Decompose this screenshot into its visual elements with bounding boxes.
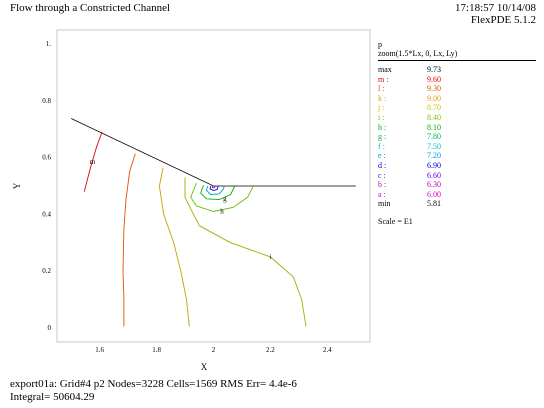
y-tick-label: 0.2 bbox=[42, 267, 51, 275]
legend-row: j : 8.70 bbox=[378, 103, 538, 113]
legend-row: f : 7.50 bbox=[378, 142, 538, 152]
legend-value: 9.30 bbox=[427, 84, 441, 94]
legend-value: 9.00 bbox=[427, 93, 441, 103]
x-axis-ticks: 1.6 1.8 2 2.2 2.4 bbox=[95, 346, 332, 354]
contour-line-i bbox=[184, 177, 307, 327]
time-date: 17:18:57 10/14/08 bbox=[455, 2, 536, 14]
contour-line-a bbox=[211, 185, 216, 189]
legend-key: max bbox=[378, 65, 392, 74]
legend-row: m : 9.60 bbox=[378, 75, 538, 85]
chart-title: Flow through a Constricted Channel bbox=[10, 2, 171, 14]
contour-lines: m i hg bbox=[83, 131, 307, 327]
legend-value: 8.70 bbox=[427, 103, 441, 113]
legend-key: j : bbox=[378, 103, 385, 113]
legend-value: 7.50 bbox=[427, 141, 441, 151]
legend-key: b : bbox=[378, 180, 387, 190]
legend-key: m : bbox=[378, 74, 389, 84]
legend-divider bbox=[378, 60, 536, 61]
y-tick-label: 0 bbox=[48, 324, 52, 332]
legend-row: g : 7.80 bbox=[378, 132, 538, 142]
legend-value: 7.80 bbox=[427, 132, 441, 142]
legend-row: c : 6.60 bbox=[378, 171, 538, 181]
legend-rows: max 9.73 m : 9.60 l : 9.30 k : 9.00 j : 8.70 i : 8.… bbox=[378, 65, 538, 209]
legend-key: l : bbox=[378, 84, 385, 94]
legend: p zoom(1.5*Lx, 0, Lx, Ly) max 9.73 m : 9.60… bbox=[378, 40, 538, 226]
legend-key: e : bbox=[378, 151, 386, 161]
legend-row: i : 8.40 bbox=[378, 113, 538, 123]
legend-value: 6.60 bbox=[427, 170, 441, 180]
footer-integral: Integral= 50604.29 bbox=[10, 391, 95, 403]
contour-label-g: g bbox=[223, 195, 227, 203]
legend-row: e : 7.20 bbox=[378, 151, 538, 161]
legend-row: h : 8.10 bbox=[378, 123, 538, 133]
y-tick-label: 0.6 bbox=[42, 154, 51, 162]
x-tick-label: 1.8 bbox=[152, 346, 161, 354]
legend-row: l : 9.30 bbox=[378, 84, 538, 94]
legend-row: k : 9.00 bbox=[378, 94, 538, 104]
software-version: FlexPDE 5.1.2 bbox=[470, 14, 536, 26]
legend-key: k : bbox=[378, 93, 387, 103]
legend-value: 8.40 bbox=[427, 112, 441, 122]
contour-line-m bbox=[83, 131, 103, 192]
x-axis-label: X bbox=[201, 362, 208, 372]
legend-row: d : 6.90 bbox=[378, 161, 538, 171]
legend-value: 7.20 bbox=[427, 151, 441, 161]
contour-line-g bbox=[200, 184, 236, 201]
legend-key: h : bbox=[378, 122, 387, 132]
legend-variable: p bbox=[378, 40, 382, 49]
contour-label-m: m bbox=[90, 158, 96, 166]
contour-line-c bbox=[209, 185, 219, 191]
contour-line-j bbox=[158, 167, 190, 327]
y-tick-label: 0.8 bbox=[42, 97, 51, 105]
contour-line-h bbox=[190, 183, 254, 212]
x-tick-label: 1.6 bbox=[95, 346, 104, 354]
legend-row: a : 6.00 bbox=[378, 190, 538, 200]
contour-line-l bbox=[122, 153, 136, 327]
y-tick-label: 1. bbox=[46, 40, 52, 48]
y-axis-label: Y bbox=[12, 182, 22, 189]
y-axis-ticks: 0 0.2 0.4 0.6 0.8 1. bbox=[42, 40, 51, 332]
legend-value: 8.10 bbox=[427, 122, 441, 132]
legend-row: max 9.73 bbox=[378, 65, 538, 75]
legend-zoom: zoom(1.5*Lx, 0, Lx, Ly) bbox=[378, 49, 458, 58]
legend-row: b : 6.30 bbox=[378, 180, 538, 190]
legend-key: i : bbox=[378, 112, 385, 122]
legend-value: 6.00 bbox=[427, 189, 441, 199]
legend-key: d : bbox=[378, 160, 387, 170]
x-tick-label: 2.4 bbox=[323, 346, 332, 354]
contour-label-i: i bbox=[269, 253, 271, 261]
legend-key: f : bbox=[378, 141, 385, 151]
legend-value: 9.73 bbox=[427, 65, 441, 74]
y-tick-label: 0.4 bbox=[42, 210, 51, 218]
contour-line-e bbox=[205, 185, 225, 195]
legend-value: 6.30 bbox=[427, 180, 441, 190]
legend-key: min bbox=[378, 199, 391, 209]
legend-value: 5.81 bbox=[427, 199, 441, 209]
plot-frame bbox=[56, 29, 371, 343]
legend-key: g : bbox=[378, 132, 387, 142]
legend-scale: Scale = E1 bbox=[378, 216, 413, 226]
legend-value: 6.90 bbox=[427, 160, 441, 170]
x-tick-label: 2 bbox=[212, 346, 216, 354]
channel-boundary bbox=[71, 118, 356, 187]
legend-value: 9.60 bbox=[427, 74, 441, 84]
footer-stats: export01a: Grid#4 p2 Nodes=3228 Cells=15… bbox=[10, 378, 297, 390]
timestamp-block: 17:18:57 10/14/08 FlexPDE 5.1.2 bbox=[455, 2, 536, 26]
contour-label-h: h bbox=[220, 208, 224, 216]
legend-row: min 5.81 bbox=[378, 199, 538, 209]
x-tick-label: 2.2 bbox=[266, 346, 275, 354]
legend-key: a : bbox=[378, 189, 386, 199]
legend-key: c : bbox=[378, 170, 386, 180]
